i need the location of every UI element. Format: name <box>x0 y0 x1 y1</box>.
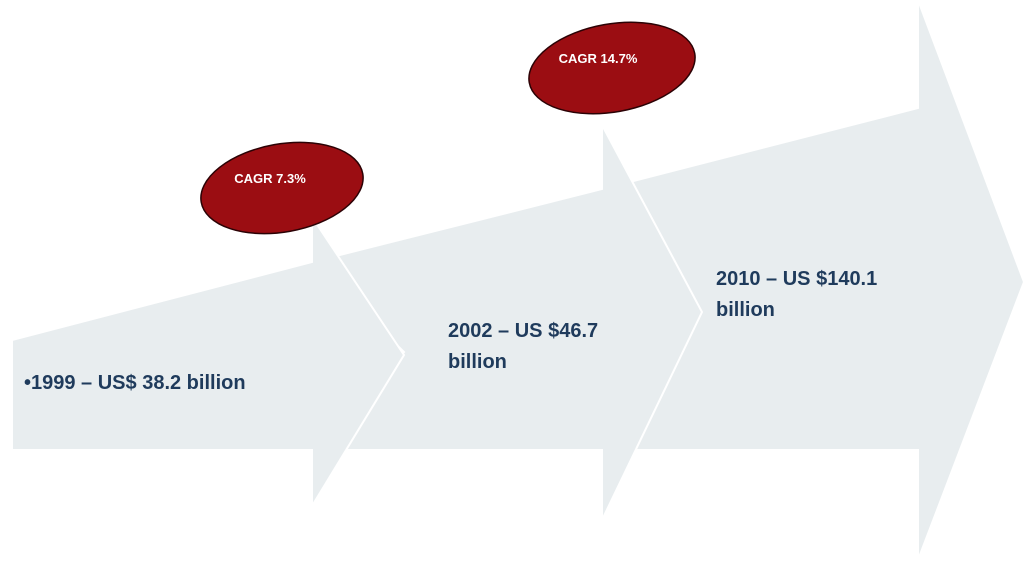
cagr-badge-2-label: CAGR 14.7% <box>559 51 638 66</box>
stage-2002-line-2: billion <box>448 351 507 373</box>
arrow-stage-1999 <box>11 213 406 510</box>
stage-2010-line-1: 2010 – US $140.1 <box>716 268 878 290</box>
cagr-badge-2-ellipse <box>528 21 696 115</box>
stage-1999-line-1: •1999 – US$ 38.2 billion <box>24 372 246 394</box>
stage-2002-line-1: 2002 – US $46.7 <box>448 320 599 342</box>
stage-2010-line-2: billion <box>716 299 775 321</box>
cagr-badge-1-label: CAGR 7.3% <box>234 171 306 186</box>
cagr-badge-2: CAGR 14.7% <box>528 21 696 115</box>
stage-1999-text: •1999 – US$ 38.2 billion <box>24 368 246 399</box>
stage-2010-text: 2010 – US $140.1 billion <box>716 264 877 326</box>
cagr-badge-1-ellipse <box>200 141 364 235</box>
stage-2002-text: 2002 – US $46.7 billion <box>448 316 598 378</box>
cagr-badge-1: CAGR 7.3% <box>200 141 364 235</box>
